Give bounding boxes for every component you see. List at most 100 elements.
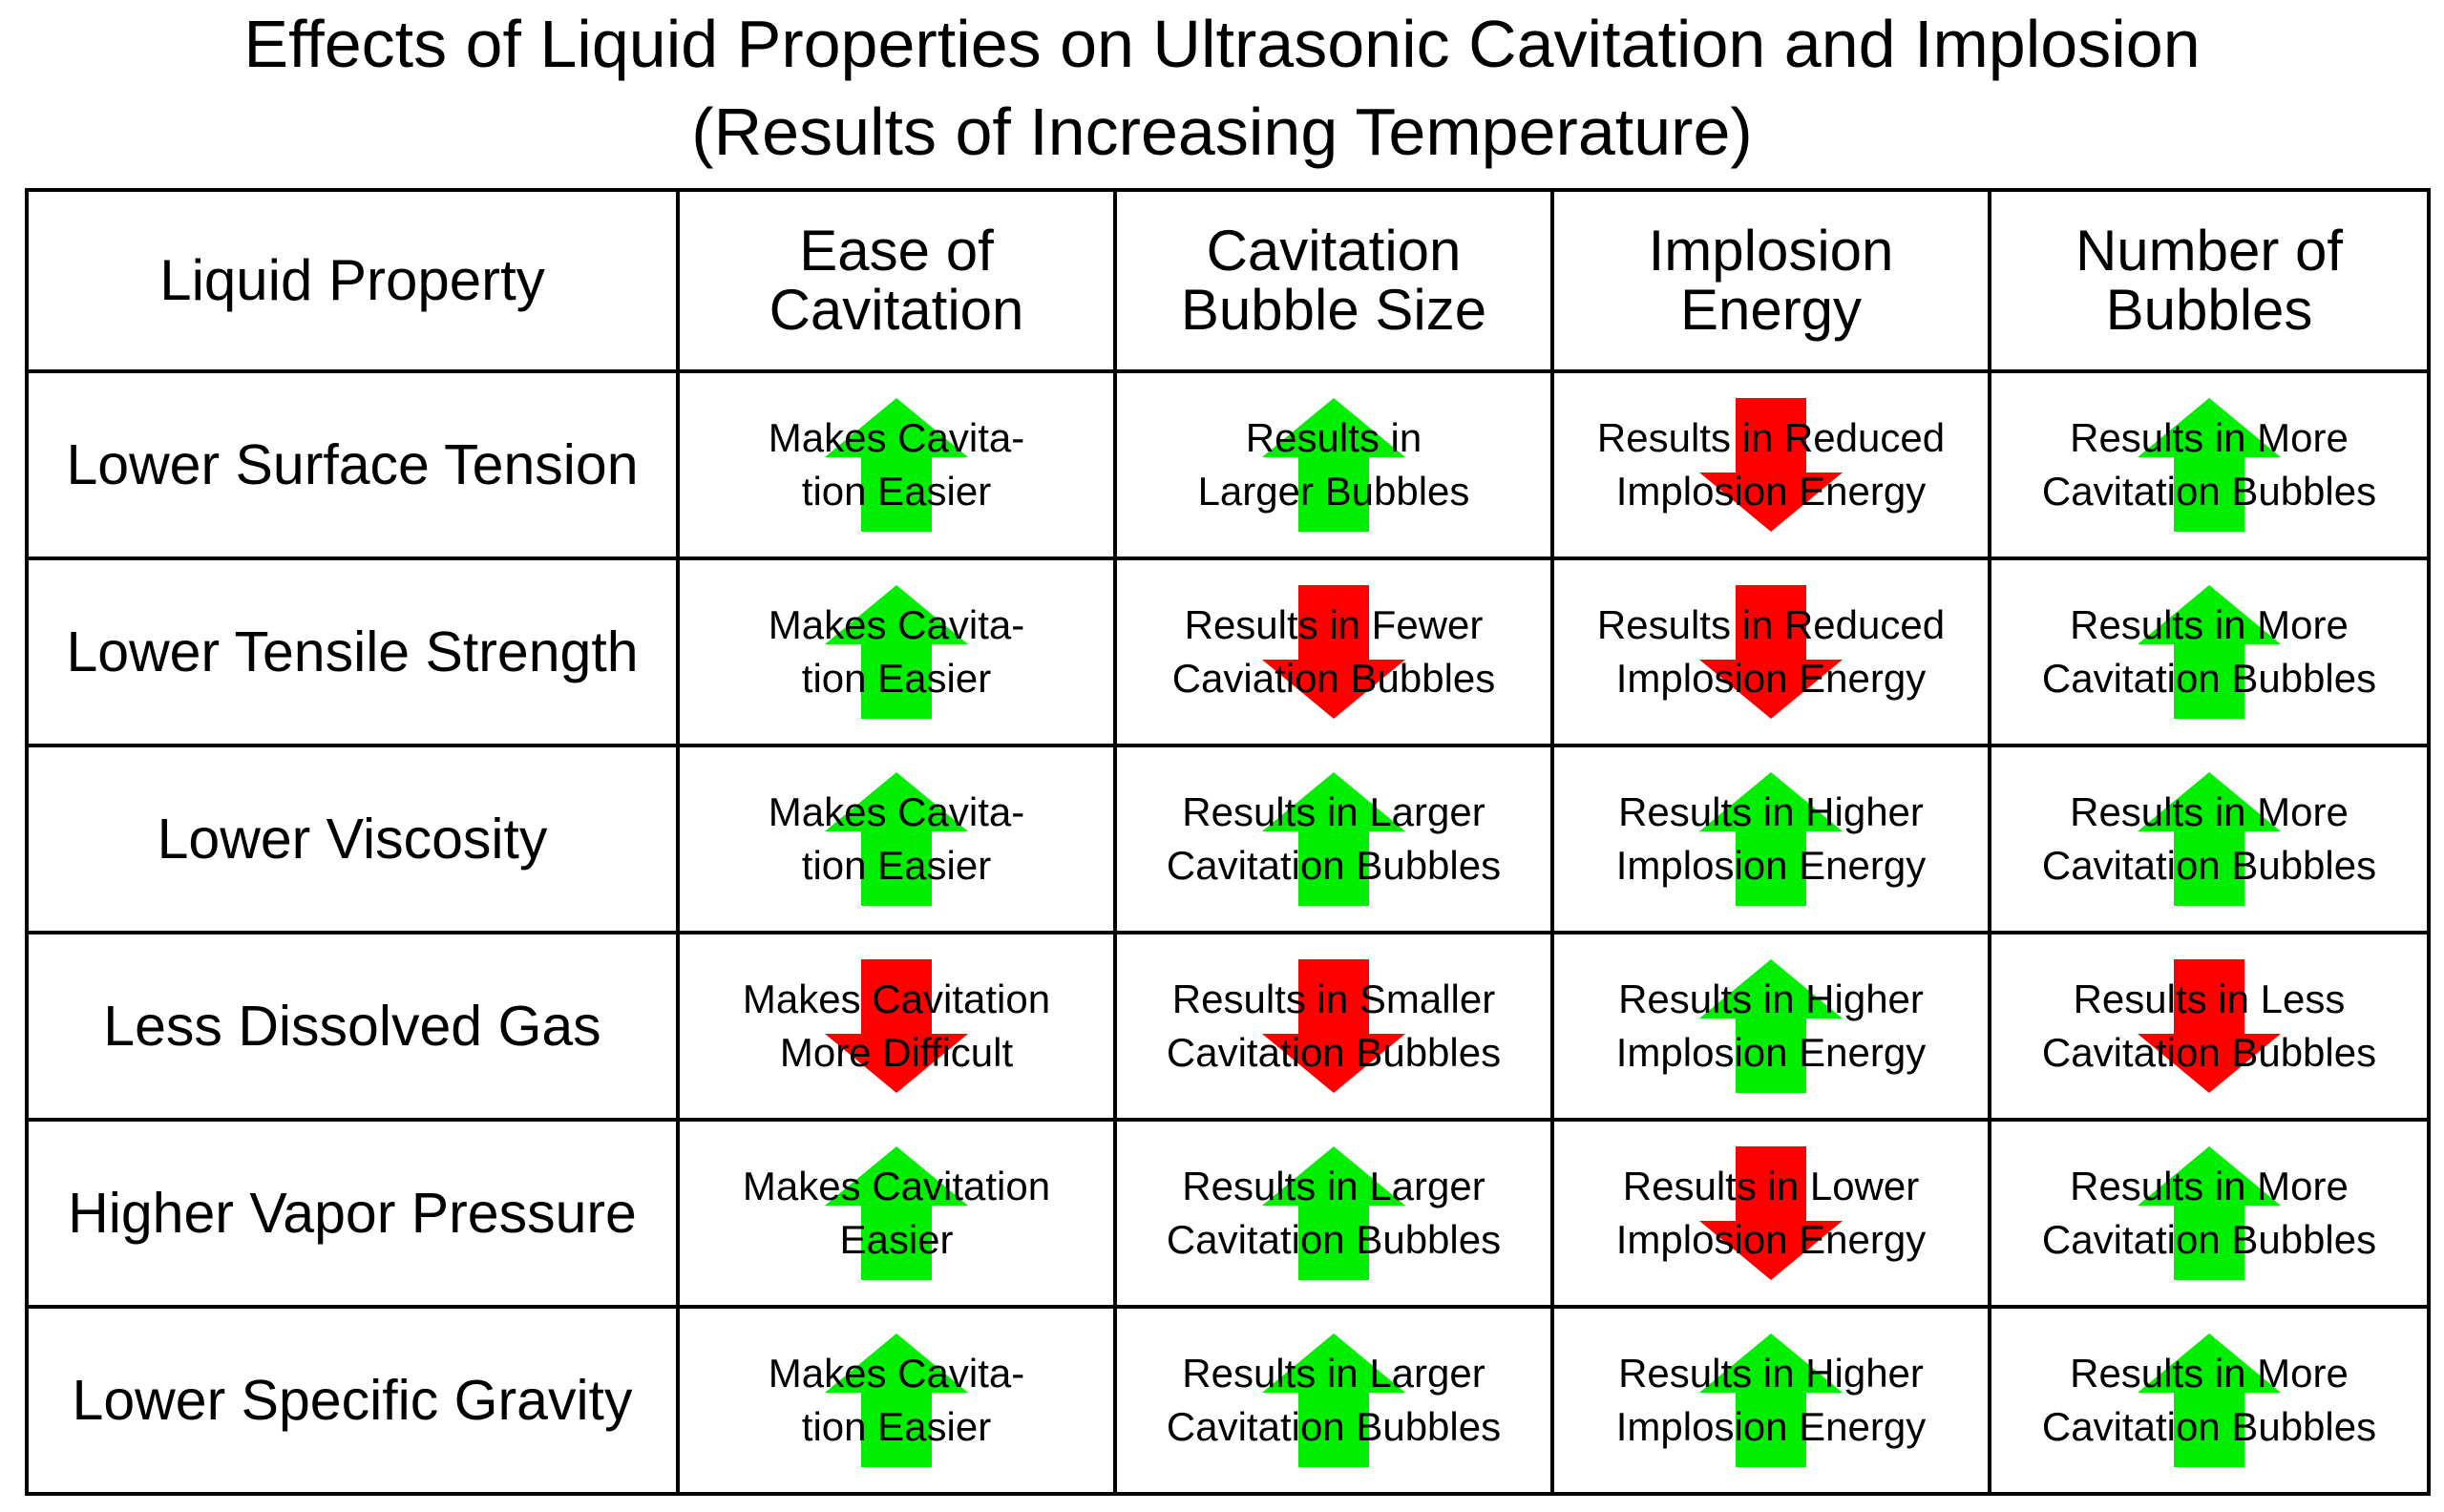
liquid-property-label: Lower Specific Gravity <box>72 1369 633 1432</box>
effect-cell: Results in Lower Implosion Energy <box>1550 1118 1991 1309</box>
column-header: Ease of Cavitation <box>676 188 1117 373</box>
effect-text: Results in More Cavitation Bubbles <box>2041 602 2377 701</box>
up-arrow-icon <box>825 1146 968 1280</box>
up-arrow-icon <box>1699 1334 1843 1467</box>
up-arrow-icon <box>2138 1334 2281 1467</box>
up-arrow-icon <box>825 772 968 906</box>
effect-cell: Results in More Cavitation Bubbles <box>1988 1305 2431 1496</box>
effect-text: Makes Cavita- tion Easier <box>768 1351 1025 1449</box>
effect-text: Results in Higher Implosion Energy <box>1615 976 1927 1075</box>
page-title-line-1: Effects of Liquid Properties on Ultrason… <box>243 7 2201 81</box>
effect-text: Results in Higher Implosion Energy <box>1615 1351 1927 1449</box>
effect-cell: Results in Higher Implosion Energy <box>1550 931 1991 1122</box>
effect-cell: Makes Cavita- tion Easier <box>676 556 1117 747</box>
column-header-label: Liquid Property <box>159 248 545 312</box>
effect-cell: Results in Larger Cavitation Bubbles <box>1113 1118 1554 1309</box>
effect-cell: Makes Cavitation Easier <box>676 1118 1117 1309</box>
effect-cell: Results in Reduced Implosion Energy <box>1550 369 1991 560</box>
up-arrow-icon <box>1699 959 1843 1093</box>
column-header-label: Cavitation Bubble Size <box>1180 219 1487 342</box>
effect-text: Results in Reduced Implosion Energy <box>1596 602 1946 701</box>
up-arrow-icon <box>2138 1146 2281 1280</box>
effect-cell: Results in Larger Cavitation Bubbles <box>1113 1305 1554 1496</box>
up-arrow-icon <box>1699 772 1843 906</box>
table-row: Lower Tensile Strength Makes Cavita- tion… <box>25 556 2431 747</box>
effect-text: Makes Cavita- tion Easier <box>768 602 1025 701</box>
effects-table: Liquid Property Ease of Cavitation Cavit… <box>25 188 2431 1496</box>
column-header: Number of Bubbles <box>1988 188 2431 373</box>
effect-cell: Results in More Cavitation Bubbles <box>1988 556 2431 747</box>
effect-cell: Makes Cavita- tion Easier <box>676 369 1117 560</box>
effect-cell: Results in Smaller Cavitation Bubbles <box>1113 931 1554 1122</box>
effect-text: Results in Larger Cavitation Bubbles <box>1166 1164 1502 1262</box>
up-arrow-icon <box>1262 1334 1405 1467</box>
column-header: Liquid Property <box>25 188 680 373</box>
liquid-property-label: Less Dissolved Gas <box>103 995 601 1058</box>
liquid-property-cell: Lower Viscosity <box>25 744 680 934</box>
effect-text: Results in Less Cavitation Bubbles <box>2041 976 2377 1075</box>
down-arrow-icon <box>825 959 968 1093</box>
effect-text: Results in Smaller Cavitation Bubbles <box>1166 976 1502 1075</box>
up-arrow-icon <box>1262 772 1405 906</box>
down-arrow-icon <box>1699 1146 1843 1280</box>
effect-cell: Results in Higher Implosion Energy <box>1550 1305 1991 1496</box>
effect-text: Makes Cavita- tion Easier <box>768 789 1025 888</box>
liquid-property-cell: Lower Tensile Strength <box>25 556 680 747</box>
table-row: Lower Surface Tension Makes Cavita- tion … <box>25 369 2431 560</box>
effect-cell: Results in Fewer Caviation Bubbles <box>1113 556 1554 747</box>
effect-text: Makes Cavitation More Difficult <box>742 976 1051 1075</box>
liquid-property-label: Lower Tensile Strength <box>66 620 639 683</box>
effect-text: Results in More Cavitation Bubbles <box>2041 415 2377 514</box>
effect-text: Results in Larger Bubbles <box>1197 415 1470 514</box>
column-header: Cavitation Bubble Size <box>1113 188 1554 373</box>
effect-cell: Results in Less Cavitation Bubbles <box>1988 931 2431 1122</box>
effect-cell: Results in More Cavitation Bubbles <box>1988 369 2431 560</box>
down-arrow-icon <box>1699 398 1843 532</box>
down-arrow-icon <box>1262 585 1405 719</box>
liquid-property-cell: Less Dissolved Gas <box>25 931 680 1122</box>
effect-text: Results in Fewer Caviation Bubbles <box>1171 602 1496 701</box>
effect-cell: Results in Reduced Implosion Energy <box>1550 556 1991 747</box>
effect-text: Results in More Cavitation Bubbles <box>2041 789 2377 888</box>
effect-cell: Results in More Cavitation Bubbles <box>1988 744 2431 934</box>
effect-text: Makes Cavitation Easier <box>742 1164 1051 1262</box>
column-header-label: Implosion Energy <box>1648 219 1894 342</box>
table-row: Lower Specific Gravity Makes Cavita- tion… <box>25 1305 2431 1496</box>
effect-text: Results in Larger Cavitation Bubbles <box>1166 1351 1502 1449</box>
table-row: Lower Viscosity Makes Cavita- tion Easier… <box>25 744 2431 934</box>
table-row: Higher Vapor Pressure Makes Cavitation Ea… <box>25 1118 2431 1309</box>
column-header-label: Number of Bubbles <box>2075 219 2344 342</box>
up-arrow-icon <box>1262 1146 1405 1280</box>
up-arrow-icon <box>2138 772 2281 906</box>
up-arrow-icon <box>1262 398 1405 532</box>
down-arrow-icon <box>1699 585 1843 719</box>
table-row: Less Dissolved Gas Makes Cavitation More … <box>25 931 2431 1122</box>
up-arrow-icon <box>825 1334 968 1467</box>
liquid-property-cell: Lower Surface Tension <box>25 369 680 560</box>
column-header: Implosion Energy <box>1550 188 1991 373</box>
effect-text: Results in Larger Cavitation Bubbles <box>1166 789 1502 888</box>
effect-cell: Results in Larger Cavitation Bubbles <box>1113 744 1554 934</box>
up-arrow-icon <box>825 585 968 719</box>
effect-text: Results in More Cavitation Bubbles <box>2041 1351 2377 1449</box>
column-header-label: Ease of Cavitation <box>769 219 1024 342</box>
liquid-property-label: Lower Viscosity <box>157 808 548 871</box>
down-arrow-icon <box>1262 959 1405 1093</box>
effect-cell: Results in More Cavitation Bubbles <box>1988 1118 2431 1309</box>
effect-cell: Results in Higher Implosion Energy <box>1550 744 1991 934</box>
table-header-row: Liquid Property Ease of Cavitation Cavit… <box>25 188 2431 373</box>
effect-cell: Makes Cavita- tion Easier <box>676 1305 1117 1496</box>
down-arrow-icon <box>2138 959 2281 1093</box>
up-arrow-icon <box>2138 585 2281 719</box>
effect-text: Results in Lower Implosion Energy <box>1615 1164 1927 1262</box>
liquid-property-label: Lower Surface Tension <box>66 433 639 496</box>
page-title: Effects of Liquid Properties on Ultrason… <box>0 0 2444 176</box>
effect-text: Results in Higher Implosion Energy <box>1615 789 1927 888</box>
liquid-property-cell: Higher Vapor Pressure <box>25 1118 680 1309</box>
effect-text: Results in Reduced Implosion Energy <box>1596 415 1946 514</box>
up-arrow-icon <box>825 398 968 532</box>
effect-text: Makes Cavita- tion Easier <box>768 415 1025 514</box>
effect-text: Results in More Cavitation Bubbles <box>2041 1164 2377 1262</box>
liquid-property-cell: Lower Specific Gravity <box>25 1305 680 1496</box>
effect-cell: Makes Cavita- tion Easier <box>676 744 1117 934</box>
